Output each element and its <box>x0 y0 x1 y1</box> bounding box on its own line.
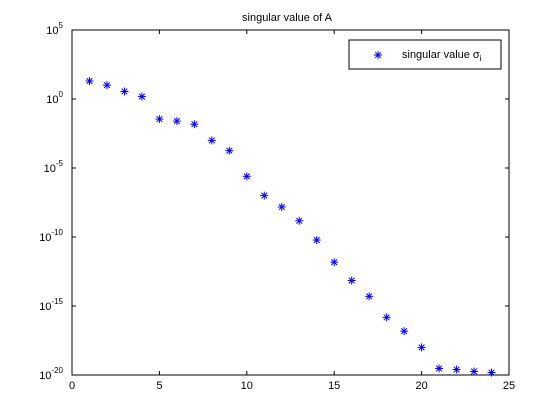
y-tick-label: 10-20 <box>39 366 63 382</box>
x-tick-label: 10 <box>241 380 253 392</box>
data-point <box>417 343 426 352</box>
legend-marker-symbol <box>374 51 382 59</box>
data-point <box>190 120 199 129</box>
data-point <box>85 77 94 86</box>
legend: singular value σi <box>348 39 502 70</box>
data-points <box>85 77 496 377</box>
y-tick-label: 10-5 <box>44 159 64 175</box>
x-tick-label: 5 <box>156 380 162 392</box>
data-point <box>102 81 111 90</box>
y-tick-exp: 5 <box>59 21 64 30</box>
y-tick-label: 105 <box>46 21 63 37</box>
y-tick-exp: -10 <box>51 228 63 237</box>
y-tick-base: 10 <box>46 94 58 106</box>
axis-ticks <box>71 29 510 376</box>
legend-label-main: singular value σ <box>402 49 480 61</box>
y-tick-exp: -15 <box>51 297 63 306</box>
data-point <box>260 191 269 200</box>
y-tick-base: 10 <box>39 370 51 382</box>
y-tick-exp: 0 <box>59 90 64 99</box>
data-point <box>155 115 164 124</box>
data-point <box>172 117 181 126</box>
y-tick-exp: -20 <box>51 366 63 375</box>
x-tick-label: 20 <box>415 380 427 392</box>
legend-label-sub: i <box>480 54 482 63</box>
y-tick-base: 10 <box>44 163 56 175</box>
y-tick-base: 10 <box>39 232 51 244</box>
data-point <box>435 364 444 373</box>
y-tick-base: 10 <box>46 25 58 37</box>
data-point <box>487 368 496 377</box>
data-point <box>137 92 146 101</box>
y-tick-label: 10-15 <box>39 297 63 313</box>
x-tick-label: 25 <box>503 380 515 392</box>
data-point <box>330 258 339 267</box>
x-tick-label: 0 <box>69 380 75 392</box>
plot-area <box>71 29 510 376</box>
data-point <box>242 172 251 181</box>
data-point <box>400 327 409 336</box>
y-tick-label: 100 <box>46 90 63 106</box>
data-point <box>382 313 391 322</box>
data-point <box>347 276 356 285</box>
y-tick-label: 10-10 <box>39 228 63 244</box>
x-tick-label: 15 <box>328 380 340 392</box>
legend-label: singular value σi <box>402 49 482 63</box>
data-point <box>225 146 234 155</box>
data-point <box>120 87 129 96</box>
data-point <box>295 216 304 225</box>
y-tick-base: 10 <box>39 301 51 313</box>
data-point <box>470 367 479 376</box>
data-point <box>452 365 461 374</box>
data-point <box>312 236 321 245</box>
data-point <box>277 202 286 211</box>
chart-title: singular value of A <box>242 12 333 24</box>
data-point <box>207 136 216 145</box>
y-tick-exp: -5 <box>56 159 64 168</box>
data-point <box>365 292 374 301</box>
legend-marker <box>374 51 382 59</box>
x-tick-labels: 0 5 10 15 20 25 <box>69 380 515 392</box>
